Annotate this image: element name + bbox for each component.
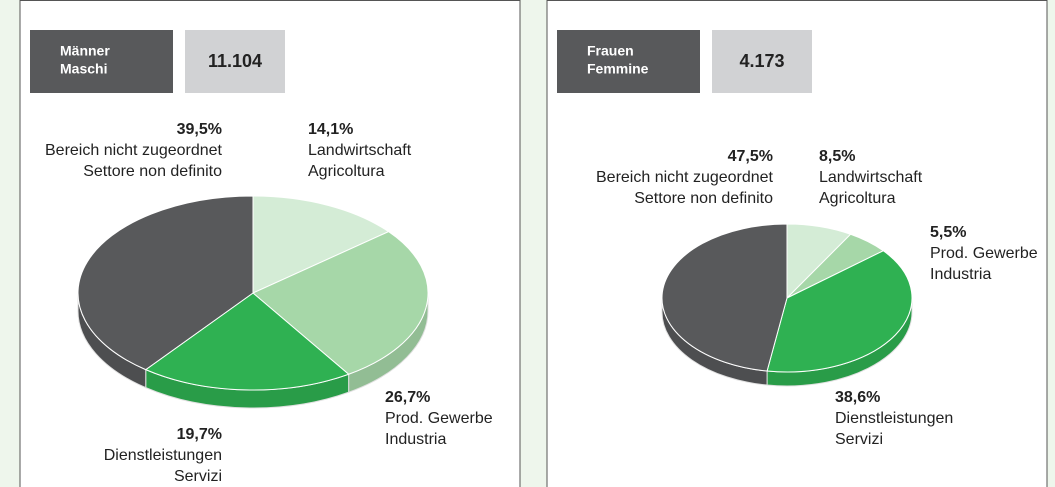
pie-slice	[661, 223, 788, 372]
category-label-it: Settore non definito	[634, 190, 773, 207]
value-label: 38,6%	[835, 389, 880, 406]
category-label-it: Servizi	[835, 431, 883, 448]
category-label: Dienstleistungen	[835, 410, 953, 427]
category-label-it: Servizi	[174, 468, 222, 485]
title-box	[557, 30, 700, 93]
category-label: Bereich nicht zugeordnet	[596, 169, 774, 186]
title: Maschi	[60, 61, 107, 77]
category-label-it: Agricoltura	[819, 190, 896, 207]
category-label: Landwirtschaft	[819, 169, 923, 186]
title: Femmine	[587, 61, 649, 77]
total: 11.104	[208, 51, 262, 71]
category-label-it: Industria	[930, 266, 991, 283]
value-label: 8,5%	[819, 148, 855, 165]
pie-slice	[766, 250, 913, 373]
category-label: Prod. Gewerbe	[385, 410, 493, 427]
pie-slice	[252, 195, 390, 294]
category-label: Dienstleistungen	[104, 447, 222, 464]
pie-slice	[144, 292, 350, 391]
category-label-it: Agricoltura	[308, 163, 385, 180]
value-label: 47,5%	[728, 148, 773, 165]
value-label: 39,5%	[177, 121, 222, 138]
value-label: 5,5%	[930, 224, 966, 241]
category-label: Bereich nicht zugeordnet	[45, 142, 223, 159]
total-box	[712, 30, 812, 93]
pie-slice	[77, 195, 254, 371]
total-box	[185, 30, 285, 93]
total: 4.173	[739, 51, 784, 71]
title: Männer	[60, 43, 110, 59]
value-label: 26,7%	[385, 389, 430, 406]
category-label: Landwirtschaft	[308, 142, 412, 159]
category-label: Prod. Gewerbe	[930, 245, 1038, 262]
category-label-it: Industria	[385, 431, 446, 448]
title: Frauen	[587, 43, 634, 59]
value-label: 14,1%	[308, 121, 353, 138]
category-label-it: Settore non definito	[83, 163, 222, 180]
value-label: 19,7%	[177, 426, 222, 443]
pie-slice	[252, 231, 429, 375]
title-box	[30, 30, 173, 93]
